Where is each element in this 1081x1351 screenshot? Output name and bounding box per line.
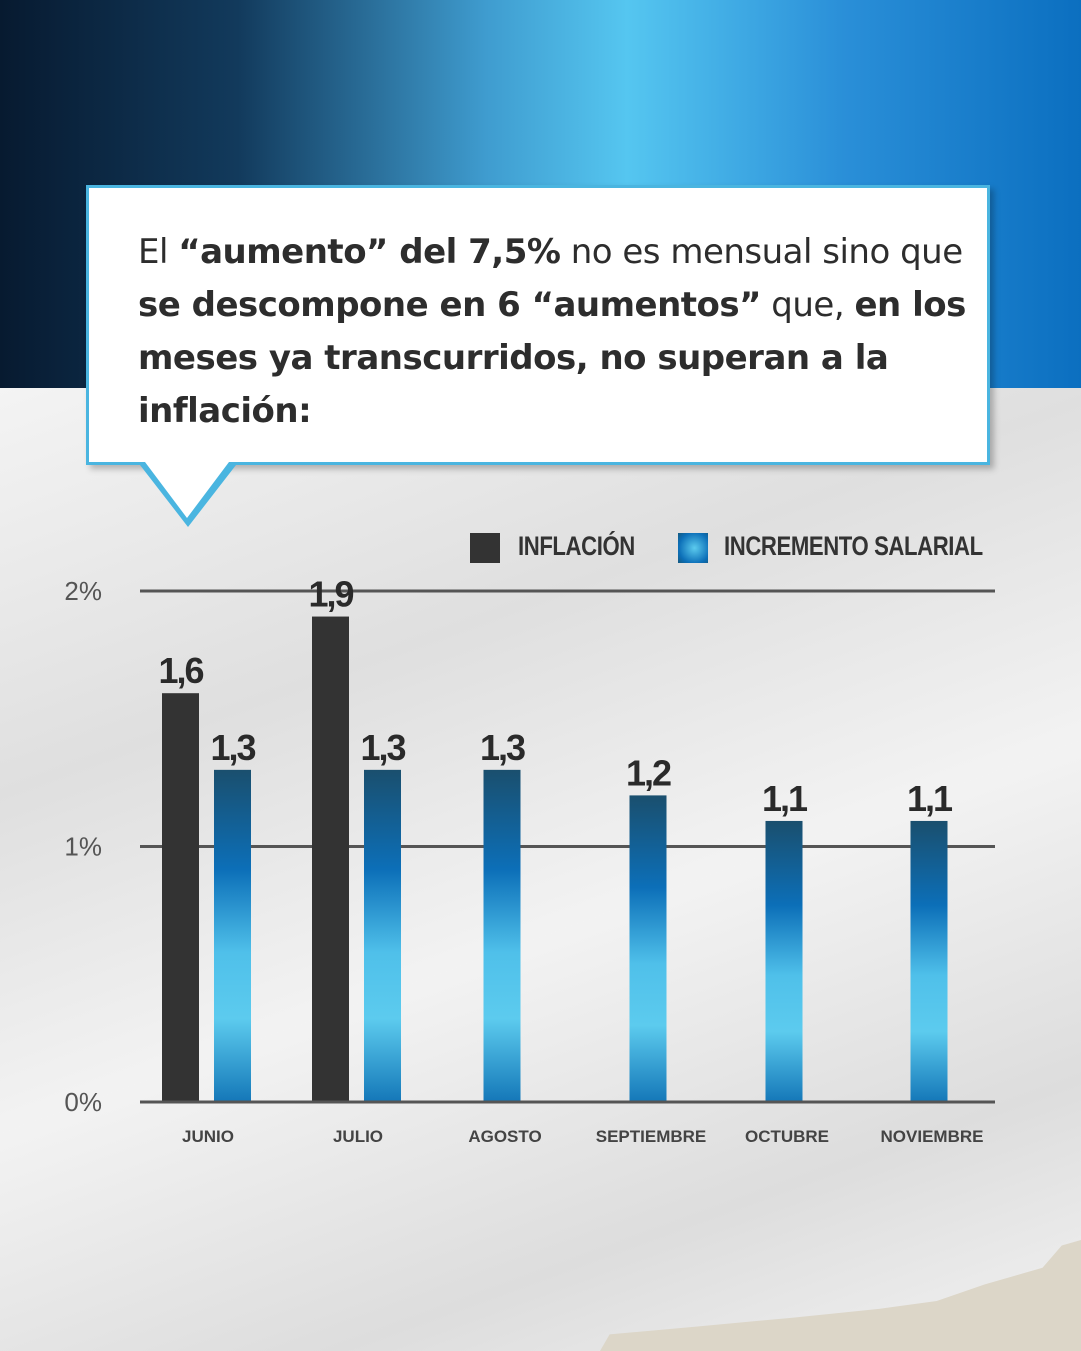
bar-salary xyxy=(629,795,667,1102)
bar-salary xyxy=(483,769,521,1102)
legend-swatch-salary xyxy=(678,533,708,563)
legend-label-inflation: INFLACIÓN xyxy=(518,531,635,561)
bar-salary xyxy=(910,820,948,1102)
bar-inflation xyxy=(312,616,349,1102)
x-category-label: NOVIEMBRE xyxy=(881,1127,984,1146)
data-label-salary: 1,2 xyxy=(626,752,671,793)
x-category-label: JULIO xyxy=(333,1127,383,1146)
bar-salary xyxy=(364,769,401,1102)
bar-salary xyxy=(765,820,803,1102)
headline-text: El “aumento” del 7,5% no es mensual sino… xyxy=(138,226,978,438)
data-label-inflation: 1,9 xyxy=(308,574,353,615)
y-tick-label: 1% xyxy=(64,832,102,862)
x-category-label: JUNIO xyxy=(182,1127,234,1146)
bar-inflation xyxy=(162,693,199,1102)
headline-part: en los meses ya transcurridos, no supera… xyxy=(138,285,966,431)
speech-bubble xyxy=(86,185,990,465)
headline-part: no es mensual sino que xyxy=(560,232,963,272)
headline-part: “aumento” del 7,5% xyxy=(178,232,561,272)
legend-swatch-inflation xyxy=(470,533,500,563)
data-label-salary: 1,3 xyxy=(480,727,525,768)
data-label-salary: 1,1 xyxy=(762,778,808,819)
x-category-label: AGOSTO xyxy=(468,1127,541,1146)
x-category-label: OCTUBRE xyxy=(745,1127,829,1146)
headline-part: que, xyxy=(760,285,855,325)
bar-salary xyxy=(214,769,251,1102)
data-label-salary: 1,3 xyxy=(210,727,255,768)
speech-bubble-tail-fill xyxy=(145,462,229,518)
headline-part: El xyxy=(138,232,179,272)
data-label-inflation: 1,6 xyxy=(158,650,203,691)
y-tick-label: 0% xyxy=(64,1087,102,1117)
legend-label-salary: INCREMENTO SALARIAL xyxy=(724,531,983,561)
headline-part: se descompone en 6 “aumentos” xyxy=(138,285,761,325)
data-label-salary: 1,3 xyxy=(360,727,405,768)
y-tick-label: 2% xyxy=(64,576,102,606)
x-category-label: SEPTIEMBRE xyxy=(596,1127,707,1146)
data-label-salary: 1,1 xyxy=(907,778,953,819)
